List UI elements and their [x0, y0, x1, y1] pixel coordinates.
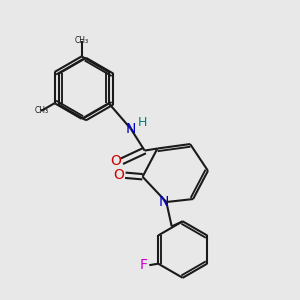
- Text: F: F: [140, 258, 148, 272]
- Text: H: H: [137, 116, 147, 129]
- Text: O: O: [113, 168, 124, 182]
- Text: CH₃: CH₃: [34, 106, 48, 116]
- Text: O: O: [110, 154, 121, 168]
- Text: N: N: [125, 122, 136, 136]
- Text: N: N: [159, 195, 169, 209]
- Text: CH₃: CH₃: [75, 36, 89, 45]
